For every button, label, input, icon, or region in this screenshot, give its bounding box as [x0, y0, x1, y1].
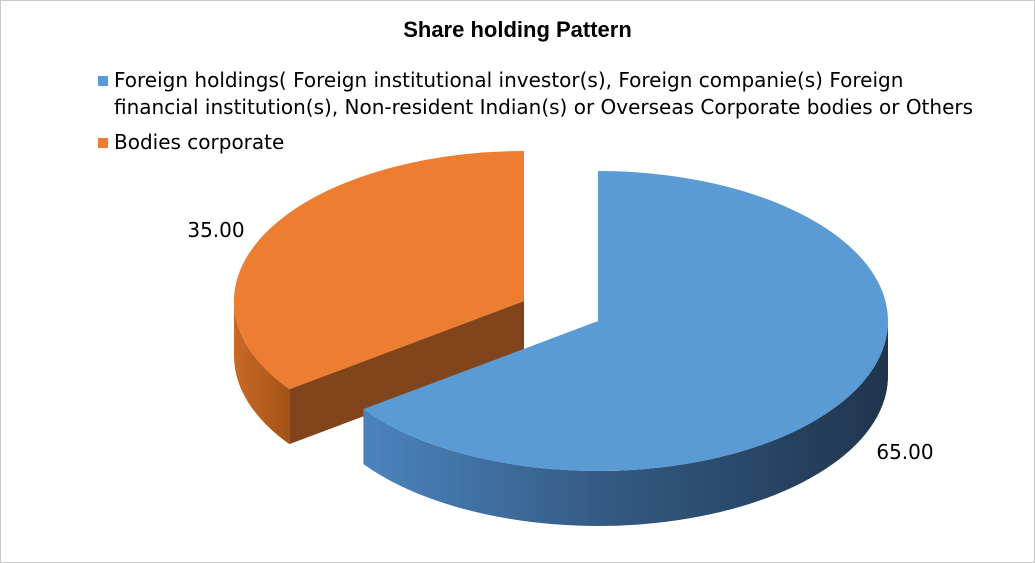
- slice-foreign-holdings: [363, 171, 888, 471]
- slice-bodies-corporate: [234, 151, 525, 390]
- legend-swatch-bodies-corporate: [98, 138, 108, 148]
- data-label-bodies-corporate: 35.00: [187, 218, 244, 242]
- legend-item-foreign-holdings: Foreign holdings( Foreign institutional …: [98, 67, 978, 121]
- slice-cut-face-bodies-corporate: [289, 301, 524, 445]
- legend-label-bodies-corporate: Bodies corporate: [114, 130, 285, 154]
- slice-side-bodies-corporate: [234, 301, 290, 445]
- legend-swatch-foreign-holdings: [98, 76, 108, 86]
- slice-side-foreign-holdings: [363, 321, 888, 526]
- data-label-foreign-holdings: 65.00: [876, 440, 933, 464]
- chart-title: Share holding Pattern: [403, 17, 632, 42]
- legend-label-foreign-holdings: Foreign holdings( Foreign institutional …: [114, 68, 974, 119]
- legend-item-bodies-corporate: Bodies corporate: [98, 129, 978, 156]
- legend: Foreign holdings( Foreign institutional …: [98, 67, 978, 164]
